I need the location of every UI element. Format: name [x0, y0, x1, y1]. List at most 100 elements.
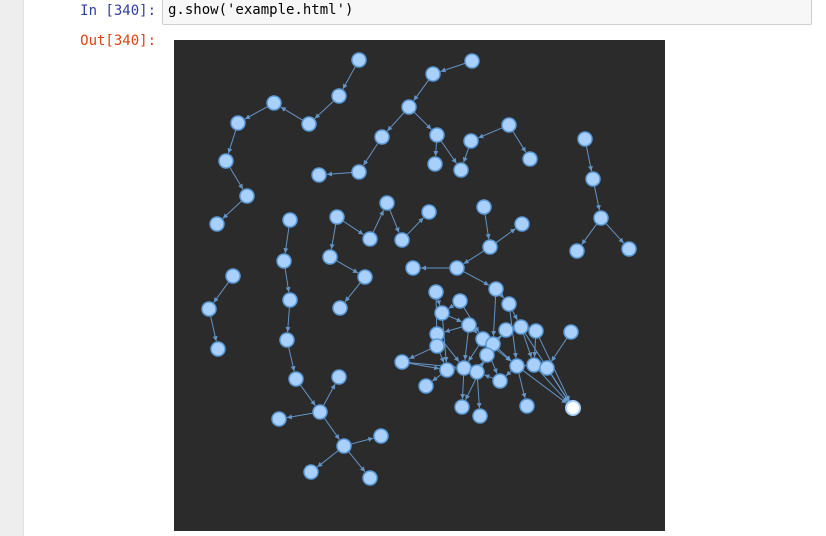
graph-node[interactable]	[577, 131, 593, 147]
graph-edge	[518, 372, 527, 399]
graph-node[interactable]	[519, 398, 535, 414]
graph-node[interactable]	[362, 231, 378, 247]
graph-node[interactable]	[331, 369, 347, 385]
graph-node[interactable]	[453, 162, 469, 178]
graph-edge	[413, 79, 430, 101]
graph-node[interactable]	[454, 399, 470, 415]
graph-node[interactable]	[312, 404, 328, 420]
graph-node[interactable]	[322, 249, 338, 265]
graph-node[interactable]	[593, 210, 609, 226]
graph-node[interactable]	[201, 301, 217, 317]
graph-node[interactable]	[439, 362, 455, 378]
graph-node[interactable]	[522, 151, 538, 167]
graph-edge	[495, 228, 516, 244]
graph-node[interactable]	[429, 338, 445, 354]
graph-edge	[350, 436, 374, 445]
graph-node[interactable]	[428, 284, 444, 300]
graph-edge	[344, 282, 361, 303]
graph-node[interactable]	[528, 323, 544, 339]
graph-node[interactable]	[394, 232, 410, 248]
graph-node[interactable]	[276, 253, 292, 269]
graph-node[interactable]	[569, 243, 585, 259]
graph-node[interactable]	[362, 470, 378, 486]
graph-edge	[476, 378, 482, 409]
graph-node[interactable]	[476, 199, 492, 215]
graph-node[interactable]	[282, 212, 298, 228]
graph-node[interactable]	[209, 216, 225, 232]
graph-canvas[interactable]	[174, 40, 665, 531]
code-text[interactable]: g.show('example.html')	[168, 2, 354, 18]
graph-edge	[342, 220, 364, 235]
graph-edge	[463, 331, 469, 361]
graph-node[interactable]	[311, 167, 327, 183]
graph-node-selected[interactable]	[565, 400, 581, 416]
graph-node[interactable]	[421, 204, 437, 220]
graph-node[interactable]	[329, 209, 345, 225]
graph-edge	[448, 303, 455, 309]
graph-node[interactable]	[282, 292, 298, 308]
graph-edge	[440, 62, 466, 73]
graph-node[interactable]	[479, 347, 495, 363]
graph-edge	[484, 374, 494, 380]
graph-node[interactable]	[401, 99, 417, 115]
graph-node[interactable]	[351, 52, 367, 68]
graph-node[interactable]	[218, 153, 234, 169]
graph-node[interactable]	[539, 360, 555, 376]
graph-node[interactable]	[303, 464, 319, 480]
graph-node[interactable]	[331, 88, 347, 104]
graph-node[interactable]	[563, 324, 579, 340]
graph-node[interactable]	[225, 268, 241, 284]
graph-node[interactable]	[279, 332, 295, 348]
graph-node[interactable]	[501, 296, 517, 312]
graph-node[interactable]	[509, 358, 525, 374]
graph-node[interactable]	[271, 411, 287, 427]
graph-node[interactable]	[351, 164, 367, 180]
graph-node[interactable]	[379, 195, 395, 211]
graph-node[interactable]	[464, 53, 480, 69]
graph-node[interactable]	[498, 322, 514, 338]
network-graph[interactable]	[174, 40, 665, 531]
graph-node[interactable]	[266, 95, 282, 111]
graph-edge	[462, 270, 490, 286]
graph-node[interactable]	[434, 305, 450, 321]
graph-node[interactable]	[374, 129, 390, 145]
graph-edge	[512, 130, 527, 153]
graph-node[interactable]	[336, 438, 352, 454]
graph-node[interactable]	[492, 373, 508, 389]
graph-edge	[329, 223, 337, 250]
graph-edge	[522, 369, 567, 404]
graph-node[interactable]	[427, 156, 443, 172]
graph-node[interactable]	[513, 319, 529, 335]
graph-node[interactable]	[210, 341, 226, 357]
graph-edge	[432, 373, 442, 382]
code-input-cell[interactable]: g.show('example.html')	[162, 0, 812, 25]
graph-node[interactable]	[526, 357, 542, 373]
graph-node[interactable]	[472, 408, 488, 424]
graph-node[interactable]	[405, 260, 421, 276]
graph-node[interactable]	[373, 428, 389, 444]
graph-node[interactable]	[301, 116, 317, 132]
graph-node[interactable]	[429, 127, 445, 143]
graph-node[interactable]	[418, 378, 434, 394]
graph-node[interactable]	[456, 360, 472, 376]
graph-node[interactable]	[463, 133, 479, 149]
graph-node[interactable]	[425, 66, 441, 82]
graph-node[interactable]	[452, 293, 468, 309]
graph-node[interactable]	[488, 281, 504, 297]
graph-node[interactable]	[469, 364, 485, 380]
graph-node[interactable]	[585, 171, 601, 187]
graph-node[interactable]	[621, 241, 637, 257]
graph-node[interactable]	[230, 115, 246, 131]
graph-node[interactable]	[514, 216, 530, 232]
graph-node[interactable]	[501, 117, 517, 133]
graph-node[interactable]	[394, 354, 410, 370]
graph-edge	[538, 369, 568, 403]
graph-node[interactable]	[449, 260, 465, 276]
graph-node[interactable]	[288, 371, 304, 387]
graph-node[interactable]	[239, 188, 255, 204]
graph-node[interactable]	[357, 269, 373, 285]
graph-node[interactable]	[461, 317, 477, 333]
graph-node[interactable]	[482, 239, 498, 255]
graph-node[interactable]	[332, 300, 348, 316]
graph-edge	[497, 348, 512, 361]
